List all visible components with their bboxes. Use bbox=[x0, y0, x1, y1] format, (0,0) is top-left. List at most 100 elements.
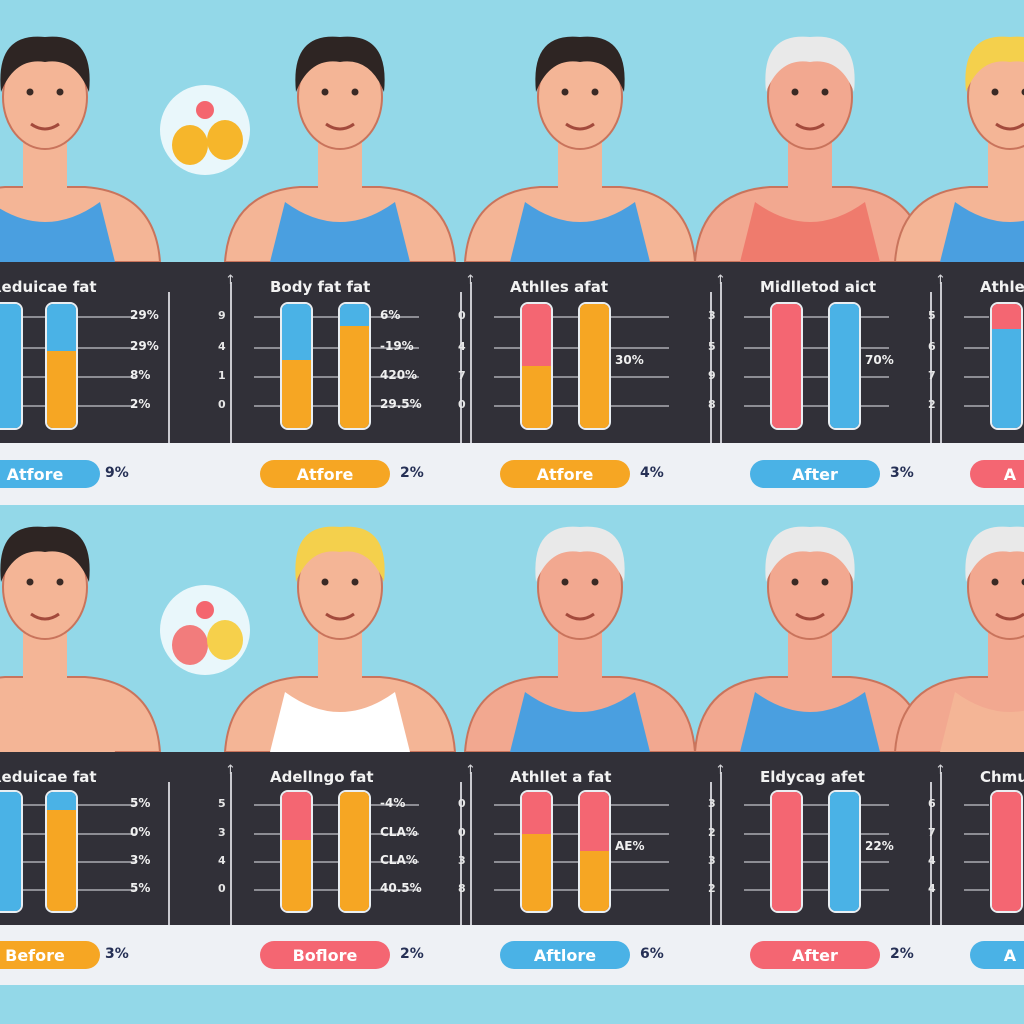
smile bbox=[995, 612, 1024, 621]
chart-title: Eldycag afet bbox=[760, 768, 865, 786]
right-axis bbox=[710, 292, 712, 443]
person-illustration bbox=[463, 36, 697, 262]
percent-value: 2% bbox=[890, 946, 914, 962]
gridline bbox=[254, 861, 419, 863]
value-label: 29.5% bbox=[380, 397, 422, 411]
bar-fill-segment bbox=[340, 792, 369, 911]
person-illustration bbox=[463, 526, 697, 752]
legend-pill-red[interactable]: Boflore bbox=[260, 941, 390, 969]
y-tick-label: 8 bbox=[458, 882, 466, 895]
y-tick-label: 0 bbox=[458, 398, 466, 411]
gridline bbox=[254, 405, 419, 407]
hair bbox=[295, 36, 385, 92]
fat-cylinder-bar bbox=[990, 790, 1023, 913]
gridline bbox=[744, 833, 889, 835]
fat-cylinder-bar bbox=[338, 790, 371, 913]
y-axis bbox=[720, 282, 722, 443]
gridline bbox=[744, 376, 889, 378]
chart-cell: Reduicae fat 5% 0% 3% 5% bbox=[0, 752, 230, 925]
nutrient-cluster-icon bbox=[160, 85, 250, 175]
gridline bbox=[744, 405, 889, 407]
person-illustration bbox=[0, 36, 162, 262]
person-illustration bbox=[0, 526, 162, 752]
y-tick-label: 7 bbox=[928, 369, 936, 382]
fat-cylinder-bar bbox=[828, 302, 861, 430]
y-axis bbox=[940, 282, 942, 443]
chart-title: Reduicae fat bbox=[0, 278, 97, 296]
pill-label: Atfore bbox=[296, 464, 354, 484]
hair bbox=[0, 36, 90, 92]
eye-icon bbox=[321, 578, 329, 586]
gridline bbox=[964, 316, 989, 318]
hair bbox=[765, 526, 855, 582]
percent-value: 6% bbox=[640, 946, 664, 962]
y-tick-label: 3 bbox=[218, 826, 226, 839]
legend-pill-orange[interactable]: Atfore bbox=[500, 460, 630, 488]
value-label: 29% bbox=[130, 308, 159, 322]
bar-fill-segment bbox=[580, 304, 609, 428]
right-axis bbox=[168, 292, 170, 443]
percent-value: 2% bbox=[400, 946, 424, 962]
eye-icon bbox=[351, 578, 359, 586]
pill-label: Before bbox=[5, 945, 65, 965]
y-tick-label: 7 bbox=[458, 369, 466, 382]
y-tick-label: 2 bbox=[708, 882, 716, 895]
legend-strip: Before 3% Boflore 2% Aftlore 6% After 2% A bbox=[0, 925, 1024, 985]
legend-pill-orange[interactable]: Before bbox=[0, 941, 100, 969]
gridline bbox=[964, 405, 989, 407]
y-tick-label: 9 bbox=[708, 369, 716, 382]
value-label: 0% bbox=[130, 825, 151, 839]
fat-cylinder-bar bbox=[990, 302, 1023, 430]
eye-icon bbox=[991, 88, 999, 96]
legend-pill-blue[interactable]: Atfore bbox=[0, 460, 100, 488]
pill-label: A bbox=[1003, 464, 1017, 484]
chart-title: Athllet a fat bbox=[510, 768, 612, 786]
legend-pill-red[interactable]: A bbox=[970, 460, 1024, 488]
bar-fill-segment bbox=[47, 810, 76, 911]
bar-fill-segment bbox=[830, 304, 859, 428]
percent-value: 4% bbox=[640, 465, 664, 481]
axis-arrow-icon: ↑ bbox=[715, 273, 726, 288]
percent-value: 2% bbox=[400, 465, 424, 481]
value-label: 5% bbox=[130, 796, 151, 810]
legend-pill-blue[interactable]: A bbox=[970, 941, 1024, 969]
fat-cylinder-bar bbox=[828, 790, 861, 913]
chart-title: Midlletod aict bbox=[760, 278, 877, 296]
fat-cylinder-bar bbox=[338, 302, 371, 430]
y-tick-label: 2 bbox=[708, 826, 716, 839]
value-label: 70% bbox=[865, 353, 894, 367]
chart-cell: Athle ↑ 5 6 7 2 bbox=[928, 262, 1024, 443]
legend-pill-orange[interactable]: Atfore bbox=[260, 460, 390, 488]
bar-fill-segment bbox=[282, 360, 311, 428]
fat-cylinder-bar bbox=[280, 302, 313, 430]
bar-fill-segment bbox=[522, 366, 551, 428]
chart-cell: Chmu ↑ 6 7 4 4 bbox=[928, 752, 1024, 925]
y-tick-label: 4 bbox=[218, 854, 226, 867]
hair bbox=[535, 36, 625, 92]
percent-value: 3% bbox=[890, 465, 914, 481]
y-tick-label: 4 bbox=[458, 340, 466, 353]
bar-fill-segment bbox=[772, 792, 801, 911]
gridline bbox=[964, 861, 989, 863]
gridline bbox=[254, 347, 419, 349]
legend-pill-blue[interactable]: Aftlore bbox=[500, 941, 630, 969]
y-tick-label: 5 bbox=[708, 340, 716, 353]
y-tick-label: 0 bbox=[458, 826, 466, 839]
value-label: CLA% bbox=[380, 853, 418, 867]
chart-cell: Eldycag afet ↑ 3 2 3 2 22% bbox=[708, 752, 940, 925]
fat-cylinder-bar bbox=[0, 790, 23, 913]
pill-label: Atfore bbox=[536, 464, 594, 484]
legend-pill-red[interactable]: After bbox=[750, 941, 880, 969]
y-tick-label: 5 bbox=[928, 309, 936, 322]
value-label: 40.5% bbox=[380, 881, 422, 895]
chart-cell: Reduicae fat 29% 29% 8% 2% bbox=[0, 262, 230, 443]
smile bbox=[30, 612, 60, 621]
legend-pill-blue[interactable]: After bbox=[750, 460, 880, 488]
portraits bbox=[0, 526, 1024, 752]
y-tick-label: 0 bbox=[218, 398, 226, 411]
value-label: AE% bbox=[615, 839, 645, 853]
eye-icon bbox=[991, 578, 999, 586]
right-axis bbox=[930, 292, 932, 443]
chart-cell: Athlles afat ↑ 0 4 7 0 30% bbox=[458, 262, 720, 443]
gridline bbox=[964, 347, 989, 349]
